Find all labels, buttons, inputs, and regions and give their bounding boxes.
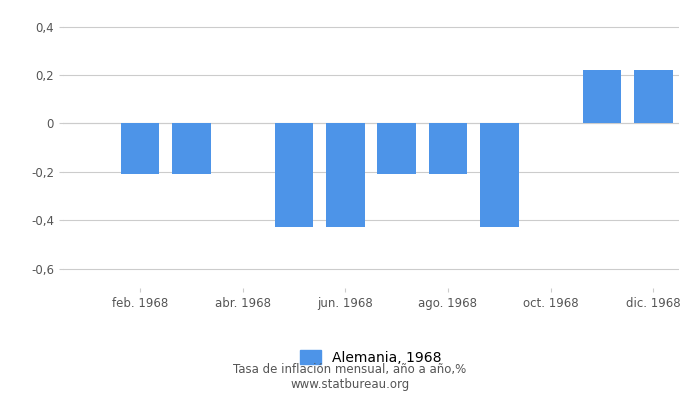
Bar xyxy=(634,70,673,123)
Text: www.statbureau.org: www.statbureau.org xyxy=(290,378,410,391)
Text: Tasa de inflación mensual, año a año,%: Tasa de inflación mensual, año a año,% xyxy=(233,364,467,376)
Legend: Alemania, 1968: Alemania, 1968 xyxy=(295,345,447,370)
Bar xyxy=(582,70,622,123)
Bar xyxy=(274,123,314,228)
Bar xyxy=(326,123,365,228)
Bar xyxy=(377,123,416,174)
Bar xyxy=(120,123,160,174)
Bar xyxy=(428,123,467,174)
Bar xyxy=(480,123,519,228)
Bar xyxy=(172,123,211,174)
